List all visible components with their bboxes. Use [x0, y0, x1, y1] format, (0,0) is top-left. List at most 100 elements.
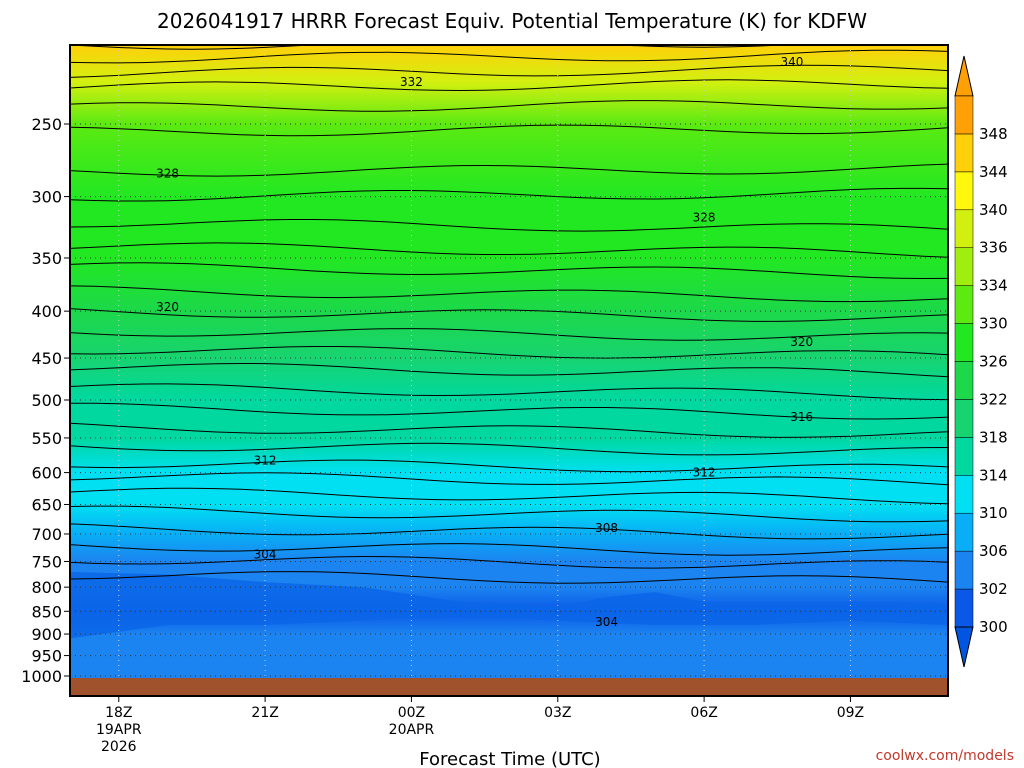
contour-line	[70, 346, 948, 359]
contour-label: 320	[156, 300, 179, 314]
colorbar-label: 318	[979, 428, 1008, 446]
contour-line	[70, 383, 948, 401]
contour-label: 316	[790, 410, 813, 424]
colorbar-swatch	[954, 550, 974, 590]
colorbar-label: 344	[979, 163, 1008, 181]
contour-line	[70, 442, 948, 456]
y-tick-label: 750	[31, 552, 62, 571]
contour-line	[70, 402, 948, 420]
contour-line	[70, 49, 948, 64]
colorbar-swatch	[954, 209, 974, 248]
colorbar-label: 302	[979, 580, 1008, 598]
colorbar-swatch	[954, 323, 974, 362]
colorbar-label: 330	[979, 315, 1008, 333]
y-tick-label: 950	[31, 647, 62, 666]
colorbar-label: 314	[979, 466, 1008, 484]
colorbar-swatch	[954, 133, 974, 173]
plot-area: 340 332 328 328 320 320 316 312 312 308 304 304	[69, 44, 949, 697]
contour-line	[70, 262, 948, 280]
colorbar-swatch	[954, 171, 974, 211]
contour-label: 304	[595, 615, 618, 629]
contour-line	[70, 100, 948, 112]
contour-line	[70, 472, 948, 486]
colorbar-over-arrow	[954, 55, 974, 97]
credit-text: coolwx.com/models	[876, 748, 1014, 764]
contour-line	[70, 328, 948, 341]
contour-field: 340 332 328 328 320 320 316 312 312 308 304 304	[70, 45, 948, 696]
y-tick-label: 250	[31, 115, 62, 134]
x-tick-label: 03Z	[544, 705, 571, 721]
contour-label: 340	[780, 55, 803, 69]
plot-frame	[69, 44, 949, 697]
contour-label: 304	[254, 547, 277, 561]
contour-line	[70, 505, 948, 523]
colorbar-label: 326	[979, 353, 1008, 371]
contour-line	[70, 64, 948, 78]
contour-line	[70, 187, 948, 202]
x-tick-label: 21Z	[251, 705, 278, 721]
x-tick-year: 2026	[101, 739, 137, 755]
contour-label: 320	[790, 335, 813, 349]
low-level-cold-pocket	[70, 571, 948, 639]
y-tick-label: 450	[31, 349, 62, 368]
contour-line	[70, 543, 948, 556]
x-tick-label: 09Z	[837, 705, 864, 721]
contour-label: 328	[693, 210, 716, 224]
contour-label: 312	[693, 466, 716, 480]
colorbar-under-arrow	[954, 626, 974, 668]
x-axis-label: Forecast Time (UTC)	[419, 749, 600, 768]
colorbar-label: 348	[979, 125, 1008, 143]
contour-line	[70, 285, 948, 303]
colorbar-swatch	[954, 588, 974, 628]
field-background	[70, 45, 948, 678]
y-tick-label: 400	[31, 302, 62, 321]
contour-line	[70, 487, 948, 505]
contour-label: 312	[254, 453, 277, 467]
colorbar-swatch	[954, 437, 974, 476]
y-tick-label: 700	[31, 525, 62, 544]
contour-line	[70, 555, 948, 569]
contour-line	[70, 219, 948, 232]
contour-line	[70, 163, 948, 177]
x-tick-label: 18Z	[105, 705, 132, 721]
colorbar-swatch	[954, 285, 974, 324]
y-axis: 250 300 350 400 450 500 550 600 650 700 750 800 850 9…	[21, 115, 70, 686]
contour-label: 328	[156, 166, 179, 180]
colorbar-label: 322	[979, 390, 1008, 408]
contour-line	[70, 45, 793, 50]
y-tick-label: 900	[31, 625, 62, 644]
y-tick-label: 500	[31, 391, 62, 410]
ground	[70, 678, 948, 696]
contour-line	[70, 571, 948, 584]
x-tick-label: 06Z	[690, 705, 717, 721]
chart-title: 2026041917 HRRR Forecast Equiv. Potentia…	[157, 9, 867, 33]
y-tick-label: 800	[31, 578, 62, 597]
contour-line	[70, 308, 948, 322]
contour-line	[70, 79, 948, 92]
colorbar-label: 310	[979, 504, 1008, 522]
y-tick-label: 1000	[21, 667, 62, 686]
x-tick-label: 00Z	[398, 705, 425, 721]
contour-label: 308	[595, 521, 618, 535]
contour-line	[70, 523, 948, 540]
colorbar-label: 300	[979, 618, 1008, 636]
colorbar-label: 340	[979, 201, 1008, 219]
y-tick-label: 350	[31, 249, 62, 268]
y-tick-label: 550	[31, 429, 62, 448]
colorbar-swatch	[954, 475, 974, 514]
colorbar-swatch	[954, 361, 974, 400]
y-tick-label: 600	[31, 464, 62, 483]
colorbar: 300 302 306 310 314 318 322 326 330 334 336 340 344 3…	[954, 55, 1008, 668]
x-tick-date: 19APR	[96, 722, 142, 738]
y-tick-label: 850	[31, 602, 62, 621]
contour-line	[70, 124, 948, 137]
y-tick-label: 300	[31, 188, 62, 207]
contour-line	[70, 422, 948, 438]
colorbar-swatch	[954, 399, 974, 438]
colorbar-swatch	[954, 247, 974, 286]
contour-line	[70, 459, 948, 473]
contour-line	[70, 362, 948, 378]
colorbar-label: 306	[979, 542, 1008, 560]
